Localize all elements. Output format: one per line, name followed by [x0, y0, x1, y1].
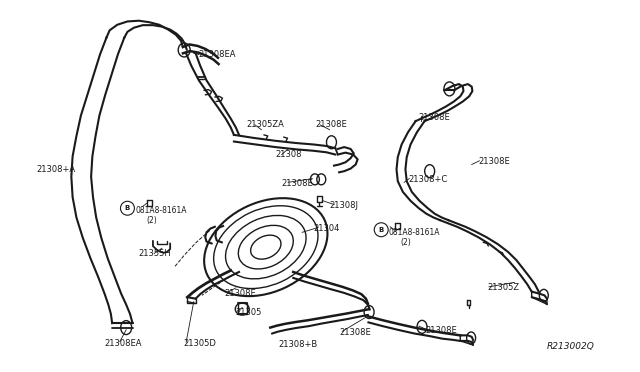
Text: 21308E: 21308E	[478, 157, 510, 166]
Text: 21308+C: 21308+C	[408, 175, 447, 184]
Text: 21308E: 21308E	[339, 328, 371, 337]
Text: 21304: 21304	[314, 224, 340, 233]
Text: B: B	[125, 205, 130, 211]
Text: 21308+B: 21308+B	[278, 340, 318, 349]
Text: 21308E: 21308E	[425, 326, 457, 335]
Text: 21308E: 21308E	[315, 121, 347, 129]
Text: 21308J: 21308J	[330, 201, 358, 210]
Text: 21305ZA: 21305ZA	[246, 121, 285, 129]
Text: 21308EA: 21308EA	[199, 50, 236, 59]
Text: 21355H: 21355H	[138, 249, 171, 258]
Text: 21308+A: 21308+A	[36, 165, 76, 174]
Text: (2): (2)	[147, 216, 157, 225]
Text: B: B	[379, 227, 384, 233]
Text: 081A8-8161A: 081A8-8161A	[389, 228, 440, 237]
Text: 21308E: 21308E	[419, 113, 451, 122]
Text: 21308E: 21308E	[225, 289, 256, 298]
Text: 081A8-8161A: 081A8-8161A	[135, 206, 187, 215]
Text: 21308E: 21308E	[282, 179, 314, 187]
Text: 21305: 21305	[236, 308, 262, 317]
Text: R213002Q: R213002Q	[547, 341, 594, 350]
Text: 21308EA: 21308EA	[104, 339, 142, 348]
Text: 21308: 21308	[275, 150, 302, 159]
Text: (2): (2)	[401, 238, 411, 247]
Text: 21305D: 21305D	[183, 339, 216, 348]
Text: 21305Z: 21305Z	[487, 283, 519, 292]
